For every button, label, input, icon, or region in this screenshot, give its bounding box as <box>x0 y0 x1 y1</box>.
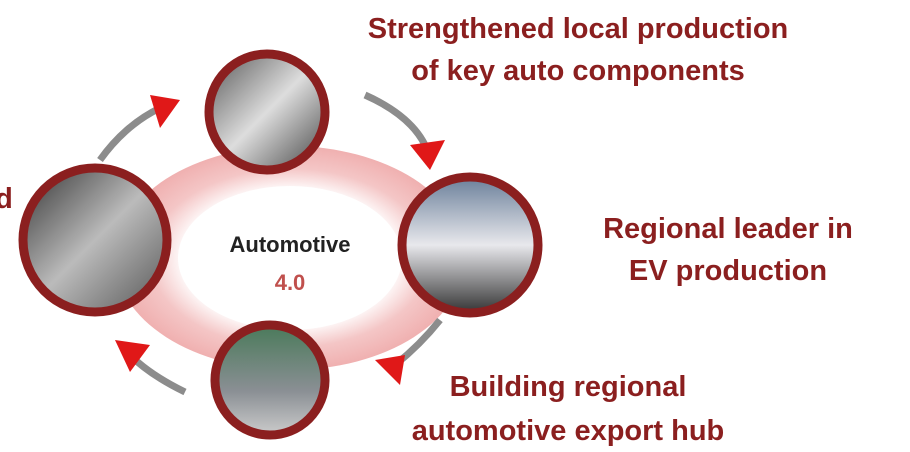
center-subtitle: 4.0 <box>275 270 306 295</box>
node-label: Strengthened local production <box>368 13 789 45</box>
center-hole <box>178 186 402 330</box>
export-image <box>215 325 325 435</box>
node-label: automotive export hub <box>412 415 725 447</box>
node-label: EV production <box>629 255 827 287</box>
ev-image <box>402 177 538 313</box>
diagram: Automotive 4.0 Strengthened local produc… <box>0 0 910 452</box>
steel-image <box>23 168 167 312</box>
node-label: Regional leader in <box>603 213 853 245</box>
node-label: of key auto components <box>411 55 745 87</box>
node-label: Building regional <box>450 371 687 403</box>
node-label: d <box>0 183 13 215</box>
components-image <box>209 54 325 170</box>
center-title: Automotive <box>230 232 351 257</box>
